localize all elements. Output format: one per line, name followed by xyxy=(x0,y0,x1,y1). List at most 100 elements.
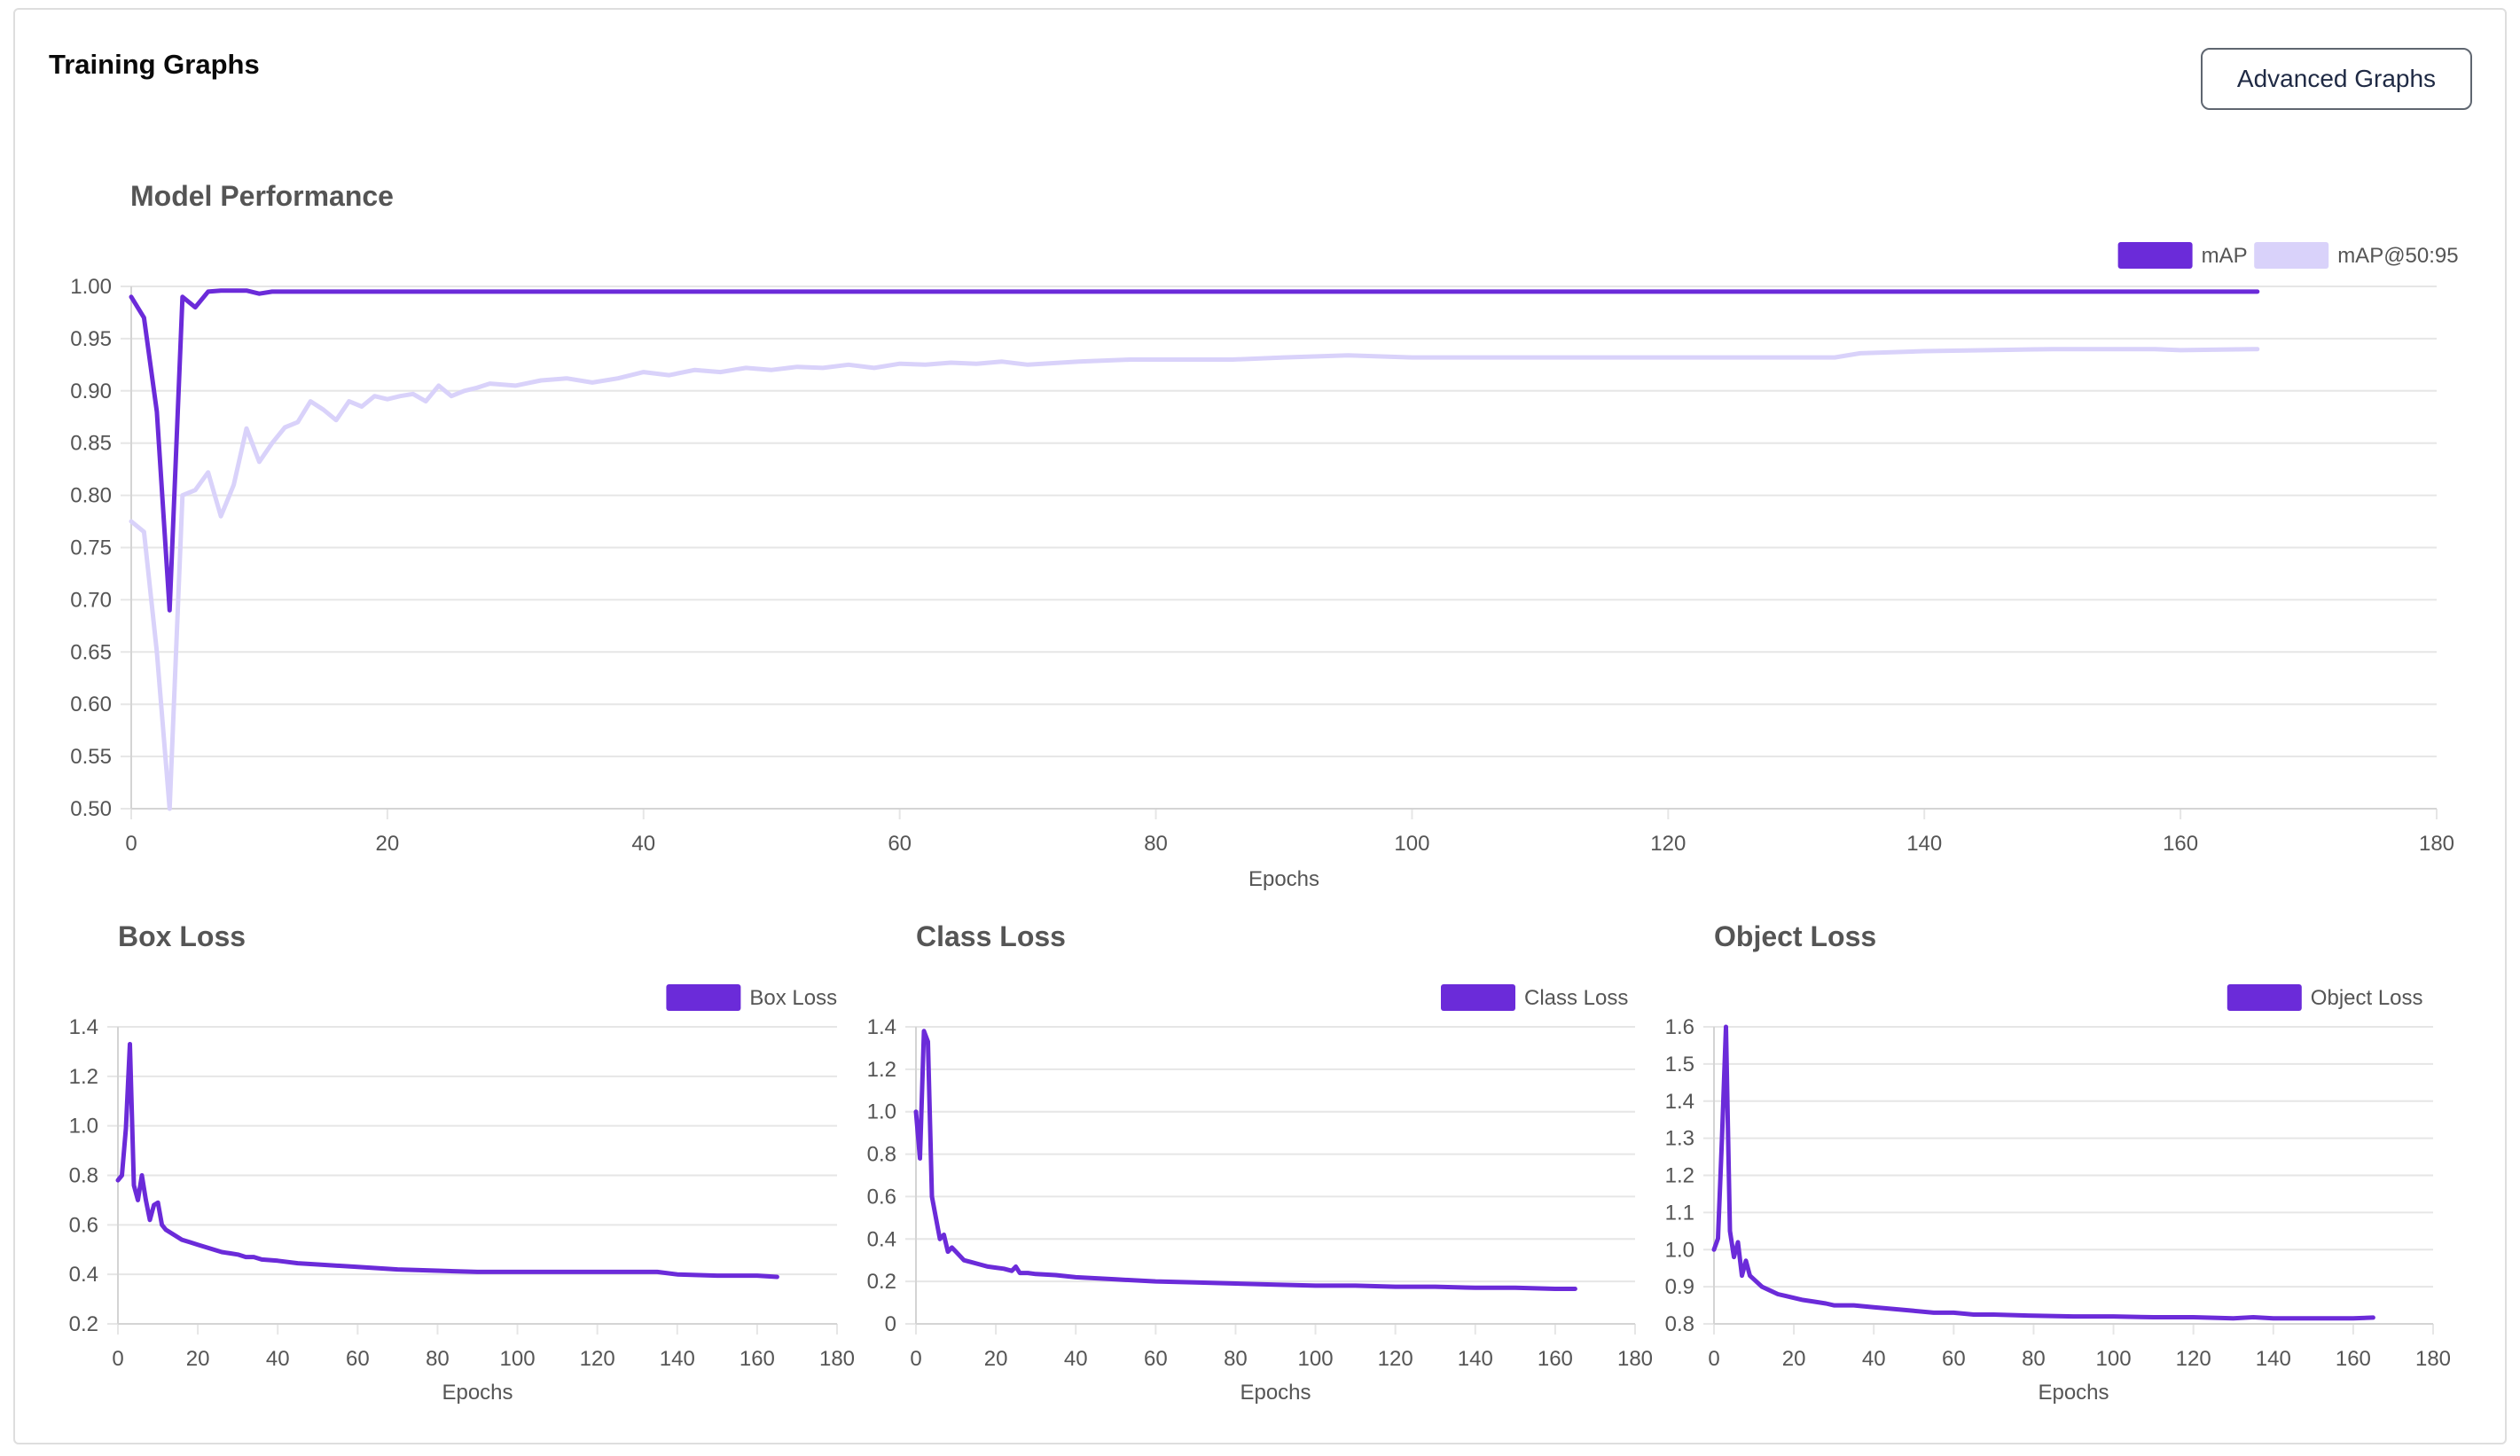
legend-swatch xyxy=(2117,242,2193,269)
series-line-object-loss xyxy=(1711,1024,2375,1321)
x-axis-label: Epochs xyxy=(442,1381,513,1405)
advanced-graphs-button[interactable]: Advanced Graphs xyxy=(2201,48,2472,110)
x-tick-label: 120 xyxy=(1378,1347,1413,1371)
x-tick-label: 40 xyxy=(1064,1347,1088,1371)
training-graphs-card xyxy=(13,8,2507,1444)
y-tick-label: 1.4 xyxy=(867,1015,896,1039)
x-tick-label: 0 xyxy=(112,1347,123,1371)
y-tick-label: 0.2 xyxy=(867,1270,896,1294)
x-tick-label: 180 xyxy=(2419,832,2454,856)
x-tick-label: 120 xyxy=(580,1347,615,1371)
x-tick-label: 160 xyxy=(740,1347,775,1371)
y-tick-label: 1.0 xyxy=(69,1115,98,1139)
chart-legend: Object Loss xyxy=(2227,984,2423,1011)
x-tick-label: 60 xyxy=(1942,1347,1966,1371)
x-axis-label: Epochs xyxy=(1240,1381,1311,1405)
series-line-box-loss xyxy=(115,1042,779,1280)
x-tick-label: 20 xyxy=(376,832,400,856)
x-tick-label: 100 xyxy=(500,1347,536,1371)
x-tick-label: 0 xyxy=(125,832,137,856)
legend-label: Box Loss xyxy=(749,986,837,1010)
legend-swatch xyxy=(666,984,741,1011)
y-tick-label: 1.2 xyxy=(867,1058,896,1082)
x-tick-label: 100 xyxy=(2096,1347,2132,1371)
y-tick-label: 0.9 xyxy=(1665,1275,1694,1299)
x-axis-label: Epochs xyxy=(2038,1381,2109,1405)
y-tick-label: 0.55 xyxy=(70,745,112,769)
x-tick-label: 140 xyxy=(2256,1347,2291,1371)
legend-label: Object Loss xyxy=(2311,986,2423,1010)
y-tick-label: 1.2 xyxy=(69,1065,98,1089)
chart-box-loss: Box Loss 0.2 0.4 0.6 0.8 1.0 1.2 1.4 0 20 40 60 80 10… xyxy=(69,920,855,1405)
chart-performance: Model Performance 0.50 0.55 0.60 0.65 0.70 0.7… xyxy=(70,180,2458,891)
y-tick-label: 1.6 xyxy=(1665,1015,1694,1039)
legend-swatch xyxy=(1441,984,1515,1011)
chart-object-loss: Object Loss 0.8 0.9 1.0 1.1 1.2 1.3 1.4 1.5 1.6 0 2… xyxy=(1665,920,2451,1405)
x-tick-label: 160 xyxy=(2163,832,2198,856)
y-tick-label: 0.65 xyxy=(70,640,112,664)
chart-title: Box Loss xyxy=(118,920,246,952)
y-tick-label: 0.2 xyxy=(69,1312,98,1336)
y-tick-label: 1.00 xyxy=(70,275,112,299)
y-tick-label: 0.50 xyxy=(70,797,112,821)
y-tick-label: 1.0 xyxy=(867,1100,896,1124)
x-tick-label: 20 xyxy=(984,1347,1008,1371)
legend-label: mAP xyxy=(2202,244,2248,268)
x-tick-label: 60 xyxy=(888,832,912,856)
x-tick-label: 120 xyxy=(1650,832,1686,856)
x-axis-label: Epochs xyxy=(1248,867,1319,891)
x-tick-label: 180 xyxy=(819,1347,855,1371)
series-line-map xyxy=(129,288,2260,613)
x-tick-label: 160 xyxy=(2336,1347,2371,1371)
x-tick-label: 180 xyxy=(2415,1347,2451,1371)
x-tick-label: 40 xyxy=(1862,1347,1886,1371)
chart-legend: Class Loss xyxy=(1441,984,1628,1011)
x-tick-label: 100 xyxy=(1298,1347,1334,1371)
y-tick-label: 0.75 xyxy=(70,536,112,560)
y-tick-label: 0.95 xyxy=(70,327,112,351)
y-tick-label: 1.0 xyxy=(1665,1238,1694,1262)
x-tick-label: 80 xyxy=(1144,832,1168,856)
x-tick-label: 0 xyxy=(910,1347,921,1371)
x-tick-label: 80 xyxy=(1224,1347,1248,1371)
x-tick-label: 180 xyxy=(1617,1347,1653,1371)
y-tick-label: 1.5 xyxy=(1665,1053,1694,1076)
x-tick-label: 40 xyxy=(266,1347,290,1371)
legend-label: Class Loss xyxy=(1524,986,1628,1010)
x-tick-label: 140 xyxy=(1458,1347,1493,1371)
y-tick-label: 0.8 xyxy=(867,1143,896,1167)
y-tick-label: 0.80 xyxy=(70,484,112,508)
y-tick-label: 0.60 xyxy=(70,693,112,716)
chart-legend: Box Loss xyxy=(666,984,837,1011)
chart-class-loss: Class Loss 0 0.2 0.4 0.6 0.8 1.0 1.2 1.4 0 20 40 60 8… xyxy=(867,920,1653,1405)
y-tick-label: 0.4 xyxy=(69,1263,98,1287)
x-tick-label: 20 xyxy=(1782,1347,1806,1371)
y-tick-label: 0.70 xyxy=(70,588,112,612)
y-tick-label: 0.8 xyxy=(69,1164,98,1188)
series-line-map-50-95 xyxy=(129,347,2260,811)
y-tick-label: 1.4 xyxy=(1665,1090,1694,1114)
y-tick-label: 1.2 xyxy=(1665,1164,1694,1188)
y-tick-label: 0 xyxy=(885,1312,896,1336)
x-tick-label: 80 xyxy=(426,1347,450,1371)
y-tick-label: 0.4 xyxy=(867,1227,896,1251)
chart-title: Model Performance xyxy=(130,180,394,212)
page-title: Training Graphs xyxy=(49,49,260,80)
y-tick-label: 1.4 xyxy=(69,1015,98,1039)
x-tick-label: 80 xyxy=(2022,1347,2046,1371)
y-tick-label: 0.90 xyxy=(70,380,112,403)
chart-title: Class Loss xyxy=(916,920,1066,952)
x-tick-label: 120 xyxy=(2176,1347,2211,1371)
y-tick-label: 0.8 xyxy=(1665,1312,1694,1336)
series-line-class-loss xyxy=(913,1029,1577,1291)
x-tick-label: 40 xyxy=(631,832,655,856)
x-tick-label: 20 xyxy=(186,1347,210,1371)
x-tick-label: 140 xyxy=(660,1347,695,1371)
chart-title: Object Loss xyxy=(1714,920,1876,952)
legend-swatch xyxy=(2254,242,2329,269)
x-tick-label: 140 xyxy=(1906,832,1942,856)
legend-swatch xyxy=(2227,984,2302,1011)
x-tick-label: 160 xyxy=(1538,1347,1573,1371)
y-tick-label: 0.6 xyxy=(867,1185,896,1209)
